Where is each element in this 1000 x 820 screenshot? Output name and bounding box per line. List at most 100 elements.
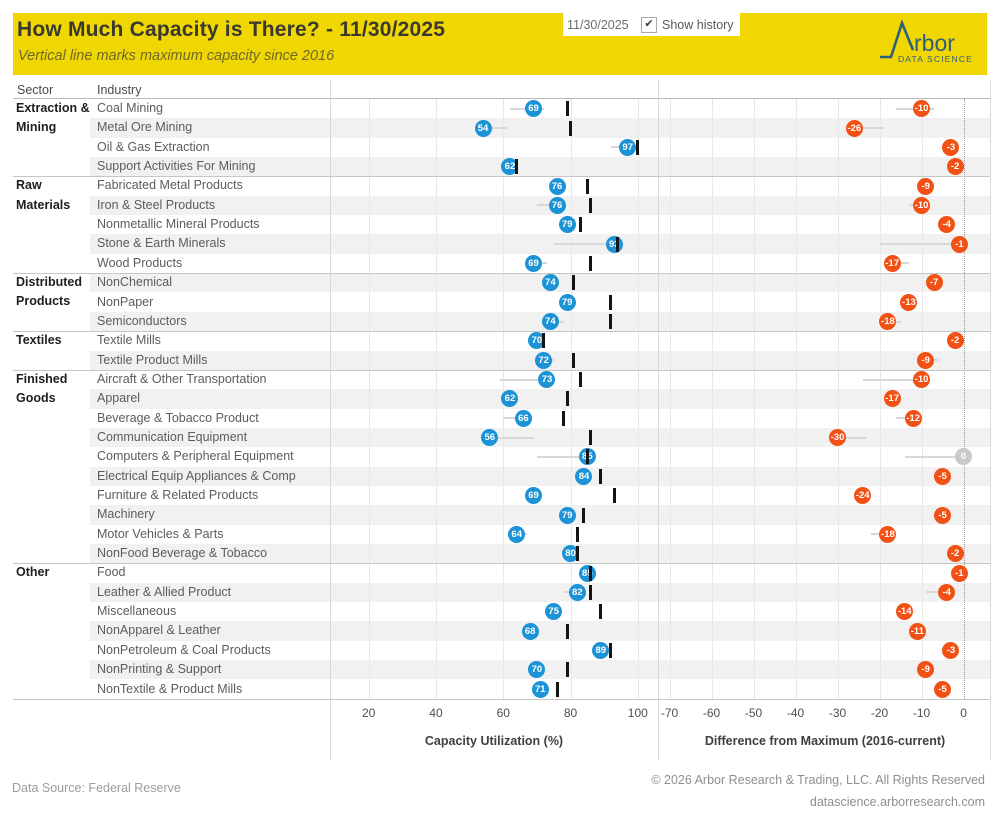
utilization-dot[interactable]: 54 xyxy=(474,119,492,137)
utilization-dot[interactable]: 64 xyxy=(508,525,526,543)
difference-dot[interactable]: -4 xyxy=(938,583,956,601)
utilization-dot[interactable]: 56 xyxy=(481,429,499,447)
difference-dot[interactable]: -1 xyxy=(950,564,968,582)
difference-dot[interactable]: -5 xyxy=(934,467,952,485)
difference-dot[interactable]: -3 xyxy=(942,641,960,659)
gridline xyxy=(637,99,639,699)
difference-dot[interactable]: -2 xyxy=(946,545,964,563)
utilization-dot[interactable]: 75 xyxy=(545,603,563,621)
utilization-dot[interactable]: 69 xyxy=(525,487,543,505)
difference-dot[interactable]: -26 xyxy=(845,119,863,137)
utilization-dot[interactable]: 70 xyxy=(528,661,546,679)
difference-dot[interactable]: -13 xyxy=(900,293,918,311)
utilization-dot[interactable]: 89 xyxy=(592,641,610,659)
utilization-dot[interactable]: 79 xyxy=(558,216,576,234)
max-capacity-tick xyxy=(589,565,593,581)
axis-tick-label: 0 xyxy=(960,706,967,720)
industry-label: Apparel xyxy=(97,391,141,406)
utilization-dot[interactable]: 74 xyxy=(541,274,559,292)
utilization-dot[interactable]: 79 xyxy=(558,506,576,524)
difference-dot[interactable]: -5 xyxy=(934,506,952,524)
utilization-dot[interactable]: 66 xyxy=(514,409,532,427)
date-input[interactable] xyxy=(567,17,633,32)
difference-dot[interactable]: -17 xyxy=(883,390,901,408)
difference-dot[interactable]: 0 xyxy=(955,448,973,466)
difference-dot[interactable]: -9 xyxy=(917,351,935,369)
sector-separator xyxy=(13,273,990,275)
checkmark-icon: ✔ xyxy=(644,18,654,30)
industry-label: Beverage & Tobacco Product xyxy=(97,410,259,425)
difference-dot[interactable]: -30 xyxy=(829,429,847,447)
difference-dot[interactable]: -3 xyxy=(942,138,960,156)
utilization-dot[interactable]: 85 xyxy=(578,564,596,582)
industry-label: Furniture & Related Products xyxy=(97,488,259,502)
difference-dot[interactable]: -12 xyxy=(904,409,922,427)
panel-separator xyxy=(330,80,331,760)
copyright-block: © 2026 Arbor Research & Trading, LLC. Al… xyxy=(651,770,985,814)
sector-label: Raw Materials xyxy=(16,178,71,212)
utilization-dot[interactable]: 80 xyxy=(562,545,580,563)
sector-separator xyxy=(13,331,990,333)
difference-dot[interactable]: -4 xyxy=(938,216,956,234)
industry-label: Iron & Steel Products xyxy=(97,197,216,212)
sector-label: Extraction & Mining xyxy=(16,101,90,135)
utilization-dot[interactable]: 71 xyxy=(531,680,549,698)
max-capacity-tick xyxy=(616,236,620,252)
difference-dot[interactable]: -18 xyxy=(879,313,897,331)
difference-dot[interactable]: -18 xyxy=(879,525,897,543)
gridline xyxy=(435,99,437,699)
axis-tick-label: -10 xyxy=(912,706,931,720)
show-history-label: Show history xyxy=(662,17,734,32)
difference-dot[interactable]: -9 xyxy=(917,661,935,679)
max-capacity-tick xyxy=(636,139,640,155)
difference-dot[interactable]: -2 xyxy=(946,158,964,176)
utilization-dot[interactable]: 69 xyxy=(525,254,543,272)
website-link[interactable]: datascience.arborresearch.com xyxy=(809,794,985,809)
difference-dot[interactable]: -11 xyxy=(908,622,926,640)
utilization-dot[interactable]: 68 xyxy=(521,622,539,640)
difference-dot[interactable]: -10 xyxy=(913,100,931,118)
sector-separator xyxy=(13,176,990,178)
difference-dot[interactable]: -14 xyxy=(896,603,914,621)
row-band xyxy=(90,427,990,448)
industry-label: Textile Product Mills xyxy=(97,352,208,367)
difference-dot[interactable]: -1 xyxy=(950,235,968,253)
utilization-dot[interactable]: 69 xyxy=(525,100,543,118)
difference-dot[interactable]: -7 xyxy=(925,274,943,292)
industry-label: Textile Mills xyxy=(97,333,161,348)
utilization-dot[interactable]: 76 xyxy=(548,196,566,214)
utilization-dot[interactable]: 97 xyxy=(619,138,637,156)
utilization-dot[interactable]: 72 xyxy=(535,351,553,369)
max-capacity-tick xyxy=(562,410,566,426)
utilization-dot[interactable]: 62 xyxy=(501,158,519,176)
utilization-dot[interactable]: 93 xyxy=(605,235,623,253)
industry-label: NonTextile & Product Mills xyxy=(97,681,243,696)
difference-dot[interactable]: -17 xyxy=(883,254,901,272)
max-capacity-tick xyxy=(599,468,603,484)
difference-dot[interactable]: -2 xyxy=(946,332,964,350)
industry-column-header: Industry xyxy=(97,83,142,97)
sector-label: Other xyxy=(16,565,50,580)
difference-dot[interactable]: -5 xyxy=(934,680,952,698)
utilization-dot[interactable]: 62 xyxy=(501,390,519,408)
utilization-dot[interactable]: 74 xyxy=(541,313,559,331)
industry-label: Metal Ore Mining xyxy=(97,120,193,135)
utilization-dot[interactable]: 73 xyxy=(538,371,556,389)
row-band xyxy=(90,621,990,641)
utilization-dot[interactable]: 79 xyxy=(558,293,576,311)
utilization-dot[interactable]: 70 xyxy=(528,332,546,350)
difference-dot[interactable]: -9 xyxy=(917,177,935,195)
utilization-dot[interactable]: 76 xyxy=(548,177,566,195)
utilization-dot[interactable]: 82 xyxy=(568,583,586,601)
utilization-dot[interactable]: 84 xyxy=(575,467,593,485)
difference-dot[interactable]: -24 xyxy=(854,487,872,505)
difference-dot[interactable]: -10 xyxy=(913,196,931,214)
difference-dot[interactable]: -10 xyxy=(913,371,931,389)
max-capacity-tick xyxy=(589,430,593,446)
industry-label: Coal Mining xyxy=(97,101,164,115)
difference-history-line xyxy=(879,243,960,246)
industry-label: Machinery xyxy=(97,507,155,522)
show-history-checkbox[interactable]: ✔ xyxy=(641,16,657,33)
row-band xyxy=(90,157,990,177)
max-capacity-tick xyxy=(582,507,586,523)
